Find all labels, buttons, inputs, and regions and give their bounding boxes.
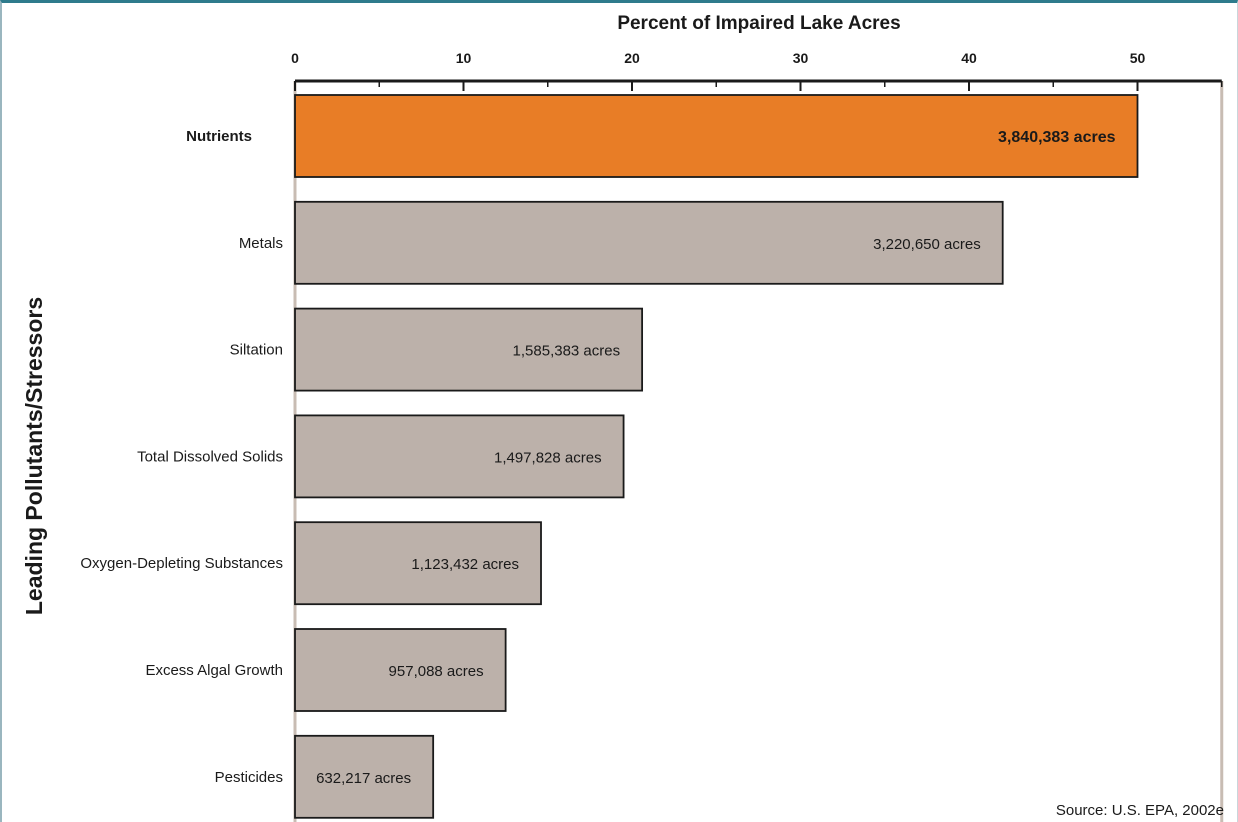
data-label: 3,840,383 acres [998, 129, 1116, 146]
category-label: Siltation [230, 342, 283, 359]
bar [294, 628, 507, 712]
bar-chart: Percent of Impaired Lake Acres Leading P… [21, 13, 1224, 822]
data-label: 3,220,650 acres [873, 236, 981, 253]
bar [294, 200, 1004, 285]
category-label: Total Dissolved Solids [137, 448, 283, 465]
y-axis-title: Leading Pollutants/Stressors [21, 297, 47, 615]
data-label: 1,585,383 acres [513, 343, 621, 360]
source-note: Source: U.S. EPA, 2002e [1056, 802, 1224, 819]
category-label: Excess Algal Growth [145, 662, 283, 679]
x-tick-label: 50 [1130, 50, 1146, 66]
bar [294, 414, 625, 499]
category-label: Pesticides [215, 769, 283, 786]
x-axis-title: Percent of Impaired Lake Acres [617, 13, 900, 34]
x-tick-label: 10 [456, 50, 472, 66]
x-tick-label: 0 [291, 50, 299, 66]
bar [294, 734, 435, 819]
bar [294, 94, 1139, 178]
data-label: 957,088 acres [389, 663, 484, 680]
x-tick-label: 40 [961, 50, 977, 66]
x-tick-label: 20 [624, 50, 640, 66]
category-label: Oxygen-Depleting Substances [80, 555, 283, 572]
bar [294, 307, 644, 392]
data-label: 1,123,432 acres [411, 556, 519, 573]
plot-area: 0 10 20 30 40 50 Nutrients 3,840,383 acres Metal… [80, 50, 1224, 822]
x-tick-label: 30 [793, 50, 809, 66]
data-label: 632,217 acres [316, 770, 411, 787]
bar [294, 521, 542, 606]
category-label: Nutrients [186, 128, 252, 145]
data-label: 1,497,828 acres [494, 449, 602, 466]
category-label: Metals [239, 235, 283, 252]
